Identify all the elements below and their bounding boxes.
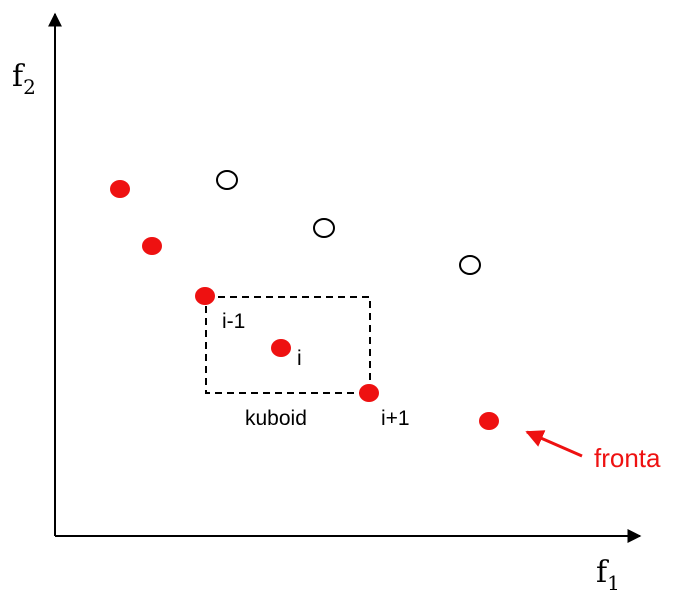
label-cuboid: kuboid xyxy=(245,407,307,430)
front-arrow xyxy=(525,430,583,458)
front-point xyxy=(142,237,162,255)
y-axis-label: f2 xyxy=(12,59,36,99)
front-point xyxy=(479,412,499,430)
front-point-prev xyxy=(195,287,215,305)
cuboid-box xyxy=(205,296,371,394)
dominated-point xyxy=(313,218,335,238)
dominated-point xyxy=(216,170,238,190)
label-next: i+1 xyxy=(381,407,410,430)
dominated-point xyxy=(459,255,481,275)
label-prev: i-1 xyxy=(222,310,245,333)
front-point xyxy=(110,180,130,198)
front-label: fronta xyxy=(594,443,661,473)
front-point-next xyxy=(359,384,379,402)
front-point-current xyxy=(271,339,291,357)
x-axis-label: f1 xyxy=(596,555,620,590)
label-current: i xyxy=(297,347,302,370)
